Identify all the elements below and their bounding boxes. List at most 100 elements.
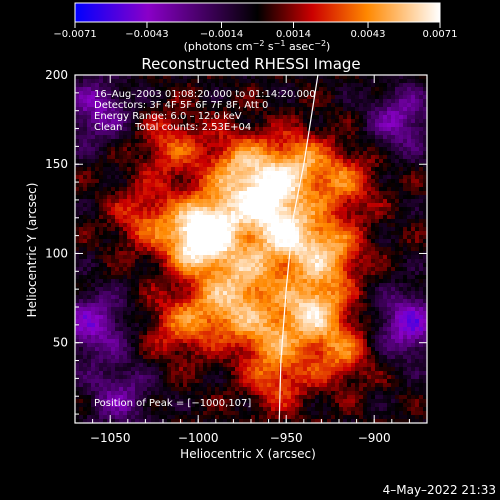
heatmap-cell (315, 267, 319, 271)
heatmap-cell (187, 91, 191, 95)
heatmap-cell (223, 123, 227, 127)
heatmap-cell (411, 167, 415, 171)
heatmap-cell (75, 139, 79, 143)
heatmap-cell (107, 167, 111, 171)
heatmap-cell (183, 183, 187, 187)
heatmap-cell (379, 167, 383, 171)
heatmap-cell (183, 175, 187, 179)
heatmap-cell (363, 99, 367, 103)
heatmap-cell (355, 195, 359, 199)
heatmap-cell (155, 203, 159, 207)
heatmap-cell (227, 259, 231, 263)
heatmap-cell (287, 183, 291, 187)
heatmap-cell (135, 223, 139, 227)
heatmap-cell (415, 243, 419, 247)
heatmap-cell (391, 123, 395, 127)
heatmap-cell (403, 295, 407, 299)
heatmap-cell (267, 111, 271, 115)
heatmap-cell (143, 103, 147, 107)
heatmap-cell (119, 219, 123, 223)
heatmap-cell (255, 179, 259, 183)
heatmap-cell (171, 195, 175, 199)
heatmap-cell (319, 167, 323, 171)
heatmap-cell (215, 235, 219, 239)
heatmap-cell (255, 251, 259, 255)
heatmap-cell (223, 163, 227, 167)
heatmap-cell (159, 271, 163, 275)
heatmap-cell (151, 235, 155, 239)
heatmap-cell (335, 155, 339, 159)
heatmap-cell (203, 255, 207, 259)
heatmap-cell (275, 275, 279, 279)
heatmap-cell (167, 231, 171, 235)
heatmap-cell (183, 283, 187, 287)
heatmap-cell (95, 187, 99, 191)
heatmap-cell (211, 243, 215, 247)
heatmap-cell (195, 183, 199, 187)
heatmap-cell (135, 107, 139, 111)
heatmap-cell (311, 191, 315, 195)
heatmap-cell (359, 195, 363, 199)
heatmap-cell (395, 211, 399, 215)
heatmap-cell (123, 271, 127, 275)
heatmap-cell (327, 131, 331, 135)
heatmap-cell (75, 175, 79, 179)
heatmap-cell (339, 279, 343, 283)
heatmap-cell (263, 163, 267, 167)
heatmap-cell (239, 223, 243, 227)
heatmap-cell (187, 163, 191, 167)
heatmap-cell (295, 171, 299, 175)
heatmap-cell (95, 119, 99, 123)
heatmap-cell (419, 123, 423, 127)
heatmap-cell (355, 163, 359, 167)
heatmap-cell (91, 83, 95, 87)
heatmap-cell (391, 167, 395, 171)
heatmap-cell (391, 215, 395, 219)
heatmap-cell (195, 223, 199, 227)
heatmap-cell (187, 179, 191, 183)
heatmap-cell (215, 91, 219, 95)
heatmap-cell (91, 283, 95, 287)
heatmap-cell (263, 119, 267, 123)
heatmap-cell (147, 107, 151, 111)
heatmap-cell (119, 223, 123, 227)
heatmap-cell (91, 95, 95, 99)
heatmap-cell (387, 83, 391, 87)
heatmap-cell (79, 275, 83, 279)
heatmap-cell (79, 227, 83, 231)
heatmap-cell (243, 235, 247, 239)
heatmap-cell (363, 207, 367, 211)
heatmap-cell (347, 235, 351, 239)
heatmap-cell (307, 175, 311, 179)
heatmap-cell (183, 123, 187, 127)
heatmap-cell (351, 163, 355, 167)
heatmap-cell (119, 215, 123, 219)
heatmap-cell (279, 131, 283, 135)
heatmap-cell (275, 127, 279, 131)
heatmap-cell (243, 95, 247, 99)
heatmap-cell (247, 155, 251, 159)
heatmap-cell (311, 151, 315, 155)
heatmap-cell (131, 131, 135, 135)
heatmap-cell (95, 275, 99, 279)
heatmap-cell (347, 111, 351, 115)
heatmap-cell (247, 107, 251, 111)
heatmap-cell (379, 271, 383, 275)
heatmap-cell (83, 283, 87, 287)
heatmap-cell (275, 75, 279, 79)
heatmap-cell (387, 151, 391, 155)
heatmap-cell (83, 279, 87, 283)
heatmap-cell (307, 251, 311, 255)
heatmap-cell (243, 223, 247, 227)
heatmap-cell (279, 139, 283, 143)
heatmap-cell (351, 131, 355, 135)
heatmap-cell (123, 251, 127, 255)
heatmap-cell (395, 79, 399, 83)
heatmap-cell (239, 259, 243, 263)
heatmap-cell (311, 287, 315, 291)
heatmap-cell (411, 271, 415, 275)
heatmap-cell (399, 107, 403, 111)
heatmap-cell (315, 83, 319, 87)
heatmap-cell (355, 263, 359, 267)
heatmap-cell (371, 99, 375, 103)
